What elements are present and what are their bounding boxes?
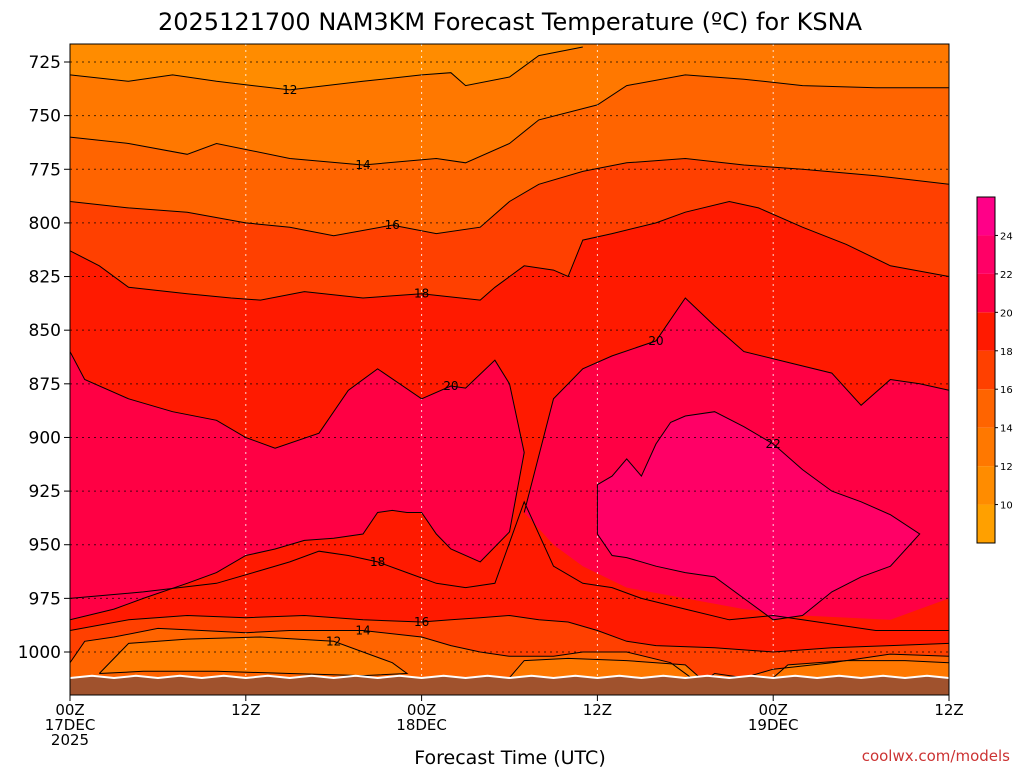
colorbar-label: 18: [1000, 347, 1013, 358]
colorbar-segment: [977, 197, 995, 236]
contour-line: [509, 657, 701, 679]
contour-line: [70, 46, 583, 91]
contour-line: [70, 200, 949, 301]
credit-link[interactable]: coolwx.com/models: [862, 747, 1010, 765]
fill-region: [99, 637, 408, 676]
x-tick-label: 18DEC: [396, 716, 447, 734]
x-tick-label: 00Z: [407, 701, 436, 719]
x-tick-label: 12Z: [934, 701, 963, 719]
contour-line: [596, 411, 921, 621]
contour-label: 12: [326, 634, 341, 648]
x-tick-label: 17DEC: [45, 716, 96, 734]
ground-band: [70, 674, 949, 695]
y-tick-label: 1000: [18, 643, 61, 663]
y-tick-label: 800: [29, 214, 61, 234]
contour-label: 20: [648, 334, 663, 348]
colorbar-label: 14: [1000, 424, 1013, 435]
colorbar-label: 10: [1000, 501, 1013, 512]
y-tick-label: 925: [29, 482, 61, 502]
colorbar-segment: [977, 350, 995, 390]
plot-frame: [69, 43, 950, 696]
colorbar-label: 16: [1000, 385, 1013, 396]
y-tick-label: 775: [29, 160, 61, 180]
colorbar-segment: [977, 427, 995, 467]
contour-label: 16: [385, 218, 400, 232]
contour-line: [70, 157, 949, 237]
colorbar-label: 12: [1000, 462, 1013, 473]
ground-edge: [70, 674, 949, 680]
contour-line: [70, 627, 949, 685]
colorbar-frame: [976, 196, 996, 544]
contour-line: [523, 297, 949, 513]
x-tick-label: 00Z: [55, 701, 84, 719]
colorbar-label: 22: [1000, 270, 1013, 281]
chart-title: 2025121700 NAM3KM Forecast Temperature (…: [158, 8, 863, 36]
contour-line: [70, 614, 949, 653]
y-tick-label: 750: [29, 107, 61, 127]
y-tick-label: 850: [29, 321, 61, 341]
contour-label: 20: [443, 379, 458, 393]
x-tick-label: 19DEC: [748, 716, 799, 734]
y-tick-label: 950: [29, 536, 61, 556]
contour-label: 16: [414, 615, 429, 629]
contour-label: 14: [355, 624, 370, 638]
contour-label: 14: [355, 158, 370, 172]
fill-region: [597, 411, 920, 620]
x-tick-label: 00Z: [759, 701, 788, 719]
contour-line: [70, 351, 525, 621]
contour-label: 12: [282, 83, 297, 97]
temperature-fill-layer: [70, 44, 949, 695]
y-tick-label: 725: [29, 53, 61, 73]
colorbar-label: 20: [1000, 308, 1013, 319]
y-tick-label: 875: [29, 375, 61, 395]
y-tick-label: 825: [29, 268, 61, 288]
colorbar-segment: [977, 235, 995, 274]
x-tick-label: 12Z: [583, 701, 612, 719]
colorbar: 10 12 14 16 18 20 22 24: [976, 196, 1013, 544]
y-axis: 725 750 775 800 825 850 875 900 925 950 975 1000: [18, 53, 70, 663]
colorbar-segment: [977, 504, 995, 543]
contour-label: 22: [766, 437, 781, 451]
contour-label: 18: [414, 287, 429, 301]
y-tick-label: 975: [29, 589, 61, 609]
ground-fill: [70, 675, 949, 695]
contour-line: [772, 660, 949, 679]
y-tick-label: 900: [29, 428, 61, 448]
colorbar-segment: [977, 312, 995, 351]
fill-region: [70, 351, 525, 620]
colorbar-segment: [977, 273, 995, 313]
colorbar-segment: [977, 466, 995, 505]
x-axis-label: Forecast Time (UTC): [414, 747, 605, 768]
colorbar-label: 24: [1000, 231, 1013, 242]
contour-line: [70, 74, 949, 166]
x-tick-label: 2025: [51, 731, 89, 749]
contour-lines: 12 14 16 18 20 18 20 22 16 14 12: [70, 46, 949, 685]
contour-label: 18: [370, 555, 385, 569]
x-tick-label: 12Z: [231, 701, 260, 719]
contour-line: [98, 636, 409, 677]
contour-line: [70, 500, 949, 631]
colorbar-segment: [977, 389, 995, 428]
